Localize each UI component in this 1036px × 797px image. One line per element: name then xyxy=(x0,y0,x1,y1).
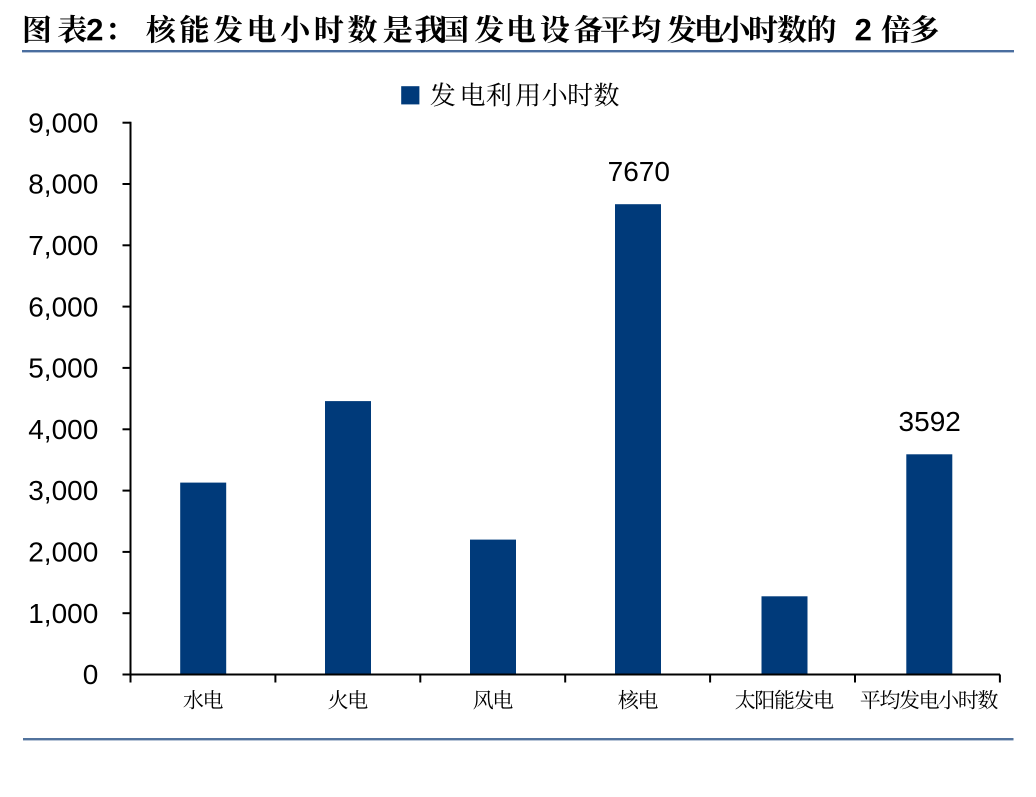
svg-text:3592: 3592 xyxy=(899,406,961,437)
svg-text:5,000: 5,000 xyxy=(28,353,98,384)
svg-text:7670: 7670 xyxy=(608,156,670,187)
svg-text:1,000: 1,000 xyxy=(28,598,98,629)
svg-text:0: 0 xyxy=(83,659,99,690)
svg-text:4,000: 4,000 xyxy=(28,414,98,445)
svg-text:7,000: 7,000 xyxy=(28,230,98,261)
svg-text:3,000: 3,000 xyxy=(28,475,98,506)
svg-text:9,000: 9,000 xyxy=(28,107,98,138)
svg-text:2,000: 2,000 xyxy=(28,537,98,568)
svg-text:8,000: 8,000 xyxy=(28,169,98,200)
svg-text:6,000: 6,000 xyxy=(28,291,98,322)
